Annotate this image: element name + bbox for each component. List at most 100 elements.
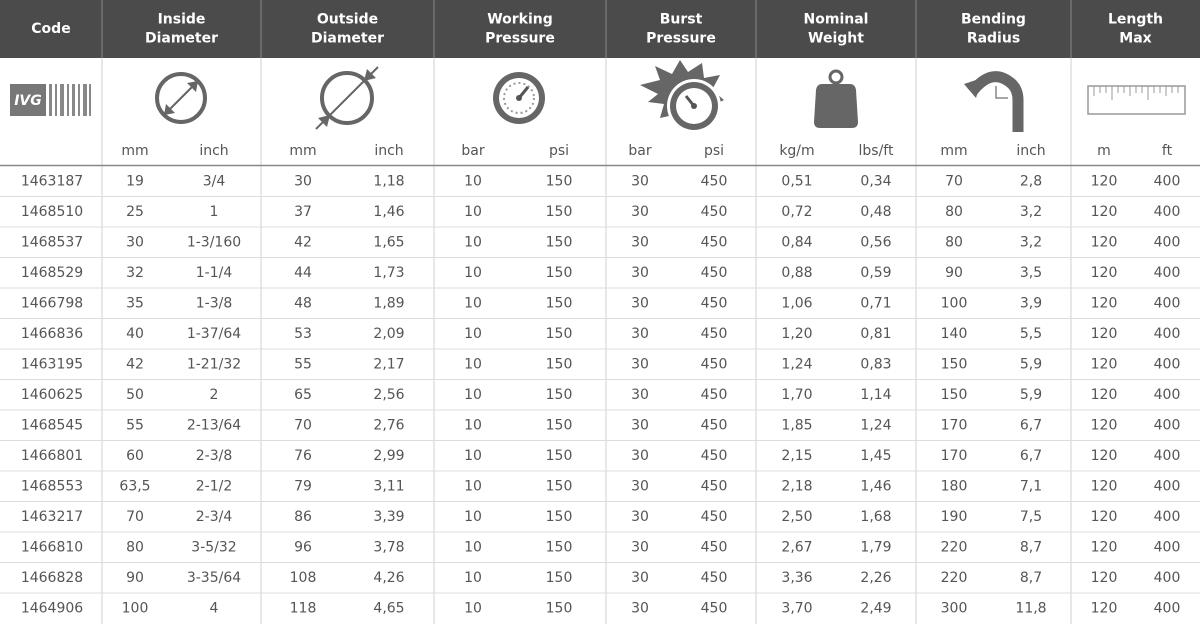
working-pressure-icon	[493, 72, 545, 124]
table-cell: 1,46	[860, 478, 891, 494]
table-cell: 1,14	[860, 387, 891, 403]
table-cell: 2,56	[373, 387, 404, 403]
table-cell: 450	[701, 448, 728, 464]
table-cell: 5,5	[1020, 326, 1042, 342]
table-cell: 3,36	[781, 570, 812, 586]
outside-diameter-icon-part	[320, 71, 374, 125]
table-cell: 4,26	[373, 570, 404, 586]
logo-icon-part	[60, 84, 64, 116]
unit-label: inch	[199, 143, 228, 159]
table-cell: 450	[701, 295, 728, 311]
column-header: Inside	[158, 12, 206, 28]
table-cell: 70	[294, 417, 312, 433]
table-cell: 1463195	[21, 356, 83, 372]
table-cell: 450	[701, 478, 728, 494]
weight-icon	[814, 69, 858, 128]
table-cell: 400	[1154, 326, 1181, 342]
table-cell: 3,2	[1020, 234, 1042, 250]
table-cell: 90	[945, 265, 963, 281]
table-cell: 0,34	[860, 173, 891, 189]
unit-label: bar	[461, 143, 484, 159]
column-header: Max	[1119, 31, 1151, 47]
table-cell: 1-3/8	[196, 295, 233, 311]
table-cell: 1468537	[21, 234, 83, 250]
table-cell: 63,5	[119, 478, 150, 494]
table-cell: 1-3/160	[187, 234, 241, 250]
table-cell: 19	[126, 173, 144, 189]
bending-radius-icon-part	[967, 71, 1024, 132]
table-cell: 450	[701, 326, 728, 342]
table-cell: 1,24	[860, 417, 891, 433]
table-cell: 1,18	[373, 173, 404, 189]
table-cell: 30	[631, 417, 649, 433]
outside-diameter-icon-part	[364, 69, 376, 81]
table-cell: 30	[631, 509, 649, 525]
table-cell: 42	[294, 234, 312, 250]
table-cell: 150	[546, 387, 573, 403]
table-cell: 1,46	[373, 204, 404, 220]
header-band	[0, 0, 1200, 58]
table-cell: 40	[126, 326, 144, 342]
table-cell: 10	[464, 326, 482, 342]
table-cell: 3,11	[373, 478, 404, 494]
unit-label: mm	[940, 143, 967, 159]
table-cell: 1466836	[21, 326, 83, 342]
table-cell: 2,15	[781, 448, 812, 464]
table-cell: 1468529	[21, 265, 83, 281]
table-cell: 3,70	[781, 600, 812, 616]
unit-label: bar	[628, 143, 651, 159]
table-cell: 44	[294, 265, 312, 281]
table-cell: 450	[701, 539, 728, 555]
table-cell: 5,9	[1020, 387, 1042, 403]
table-cell: 1463187	[21, 173, 83, 189]
logo-icon-part	[55, 84, 57, 116]
table-cell: 120	[1091, 234, 1118, 250]
column-header: Burst	[660, 12, 703, 28]
table-cell: 55	[294, 356, 312, 372]
table-cell: 120	[1091, 326, 1118, 342]
table-cell: 0,84	[781, 234, 812, 250]
table-cell: 400	[1154, 539, 1181, 555]
table-cell: 1,65	[373, 234, 404, 250]
logo-icon: IVG	[10, 84, 91, 116]
table-cell: 30	[631, 234, 649, 250]
table-cell: 400	[1154, 387, 1181, 403]
table-cell: 8,7	[1020, 539, 1042, 555]
table-cell: 3,2	[1020, 204, 1042, 220]
table-cell: 400	[1154, 478, 1181, 494]
table-cell: 30	[631, 448, 649, 464]
logo-icon-part	[78, 84, 80, 116]
column-header: Pressure	[646, 31, 716, 47]
unit-label: inch	[374, 143, 403, 159]
table-cell: 220	[941, 570, 968, 586]
table-cell: 450	[701, 234, 728, 250]
table-cell: 1466801	[21, 448, 83, 464]
table-cell: 30	[631, 173, 649, 189]
table-cell: 6,7	[1020, 448, 1042, 464]
table-cell: 450	[701, 265, 728, 281]
table-cell: 3/4	[203, 173, 226, 189]
weight-icon-part	[828, 69, 844, 85]
logo-icon-part	[89, 84, 91, 116]
table-cell: 53	[294, 326, 312, 342]
table-cell: 140	[941, 326, 968, 342]
column-header: Outside	[317, 12, 378, 28]
table-cell: 10	[464, 448, 482, 464]
table-cell: 10	[464, 539, 482, 555]
bending-radius-icon	[964, 71, 1024, 132]
inside-diameter-icon	[155, 72, 207, 124]
table-cell: 120	[1091, 173, 1118, 189]
table-cell: 96	[294, 539, 312, 555]
table-cell: 10	[464, 417, 482, 433]
table-cell: 3,78	[373, 539, 404, 555]
logo-icon-part	[83, 84, 87, 116]
table-cell: 4,65	[373, 600, 404, 616]
table-cell: 30	[631, 600, 649, 616]
logo-icon-part	[10, 84, 46, 116]
table-cell: 10	[464, 478, 482, 494]
table-cell: 30	[631, 326, 649, 342]
table-cell: 450	[701, 387, 728, 403]
table-cell: 42	[126, 356, 144, 372]
table-cell: 3,9	[1020, 295, 1042, 311]
working-pressure-icon-part	[503, 82, 535, 114]
